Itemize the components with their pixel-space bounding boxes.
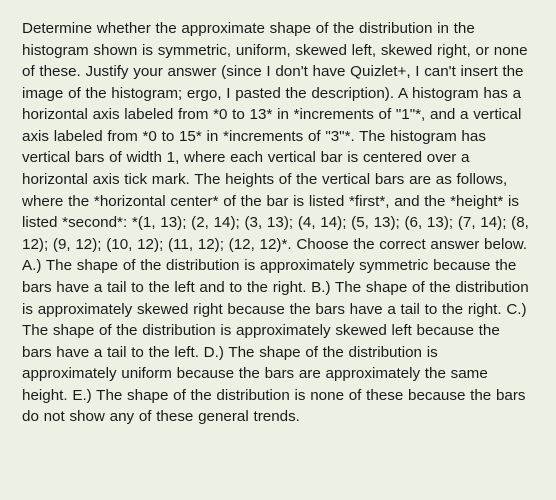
question-text-block: Determine whether the approximate shape … — [22, 18, 534, 428]
